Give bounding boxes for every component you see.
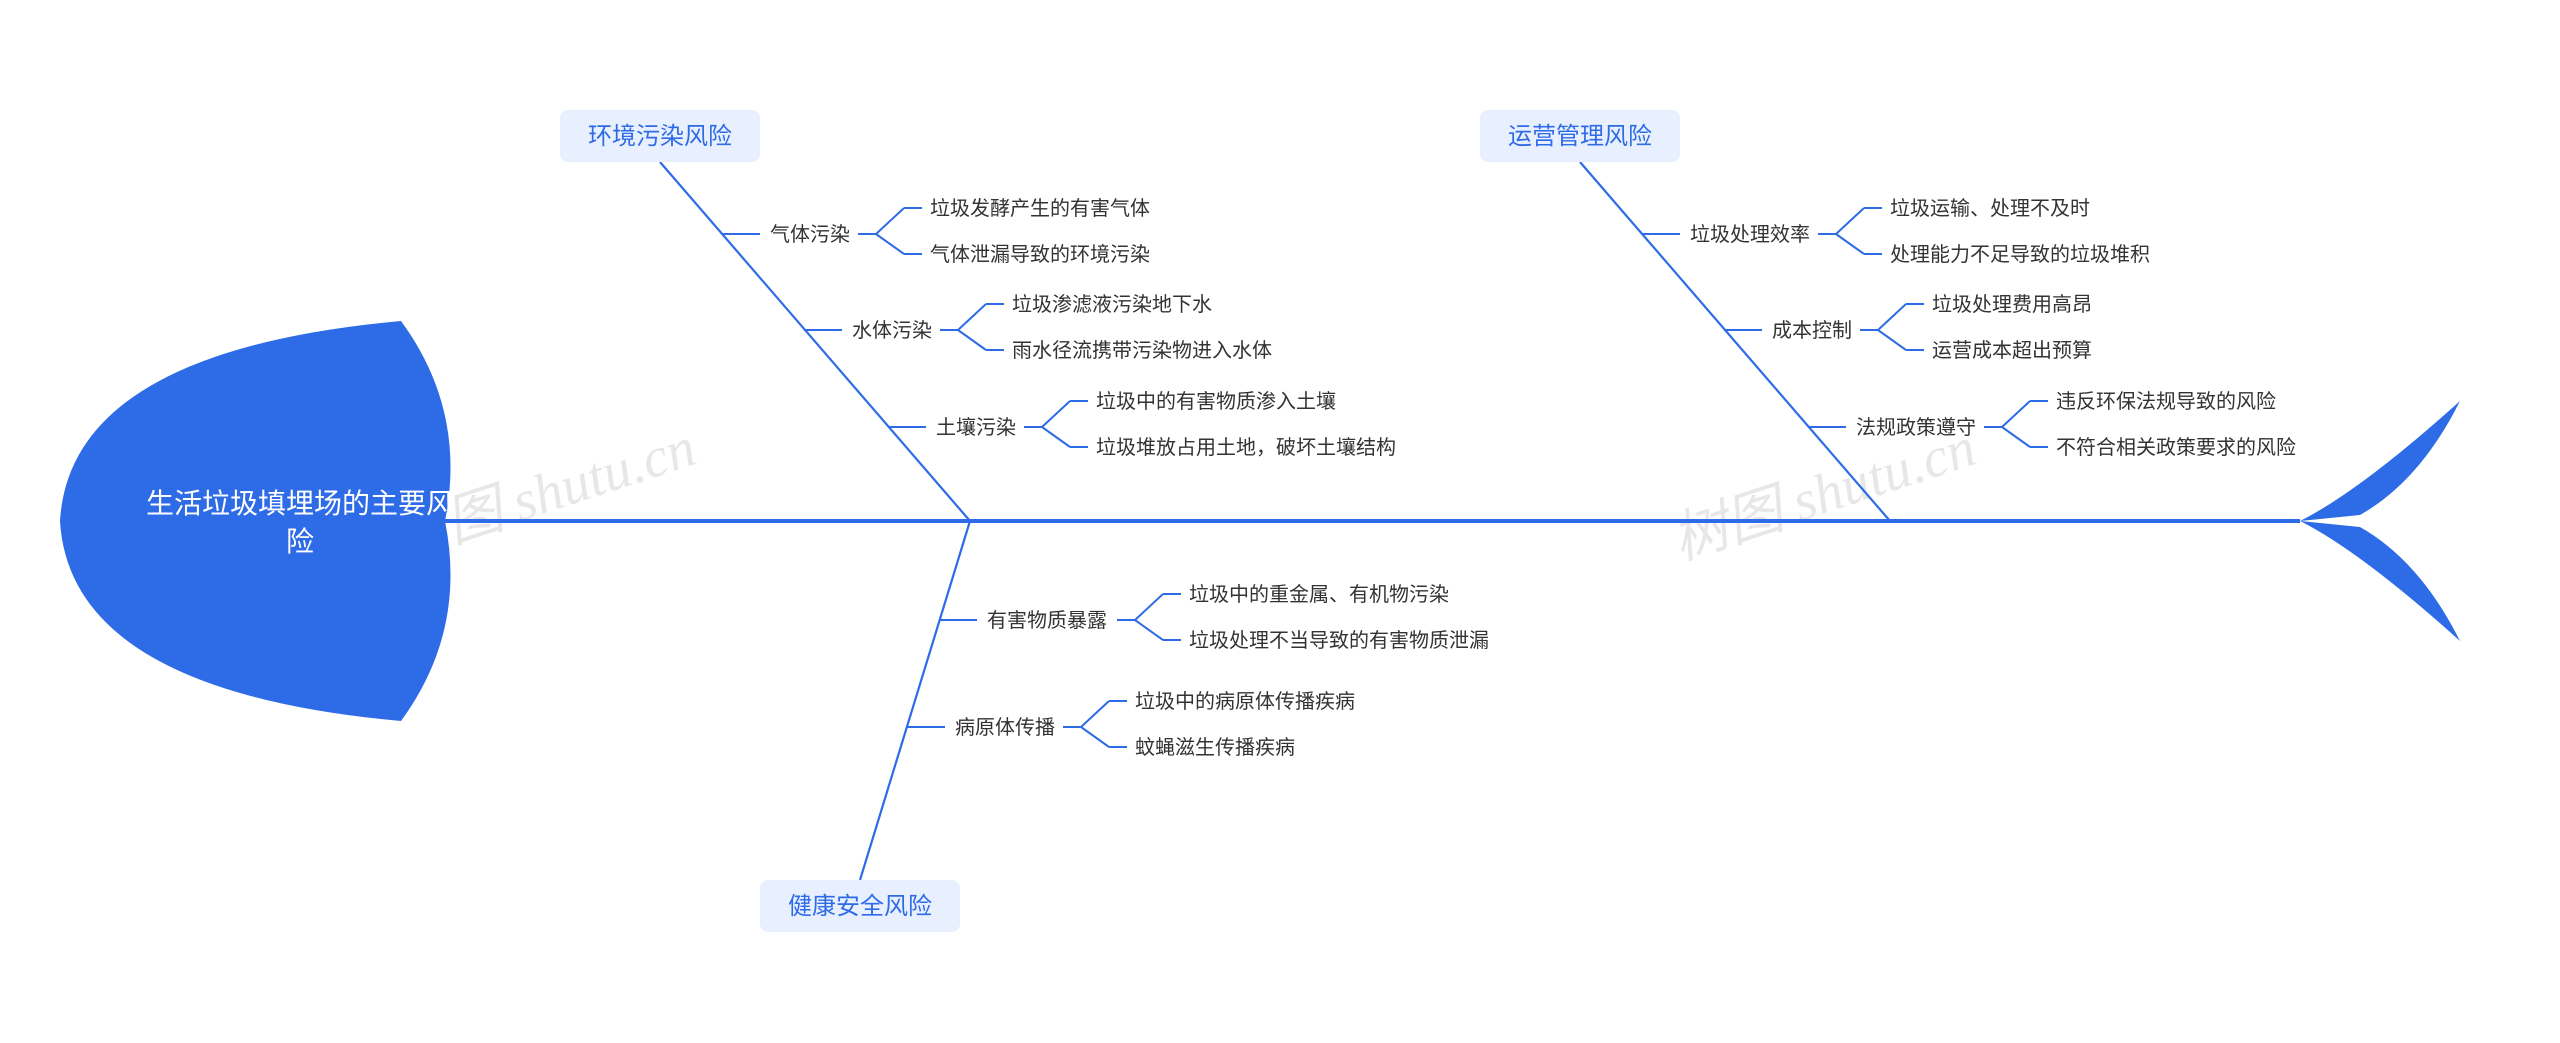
sub-label-exposure: 有害物质暴露 <box>987 609 1107 632</box>
leaf-path-2: 蚊蝇滋生传播疾病 <box>1135 736 1295 759</box>
leaf-reg-1: 违反环保法规导致的风险 <box>2056 390 2276 413</box>
leaf-path-1: 垃圾中的病原体传播疾病 <box>1135 690 1355 713</box>
leaf-soil-2: 垃圾堆放占用土地，破坏土壤结构 <box>1096 436 1396 459</box>
sub-label-soil-pollution: 土壤污染 <box>936 416 1016 439</box>
leaf-cost-2: 运营成本超出预算 <box>1932 339 2092 362</box>
leaf-exp-2: 垃圾处理不当导致的有害物质泄漏 <box>1189 629 1489 652</box>
category-label-health-risk: 健康安全风险 <box>788 893 932 920</box>
head-title-line2: 险 <box>286 526 314 557</box>
head-title-line1: 生活垃圾填埋场的主要风 <box>146 488 454 519</box>
sub-label-pathogen: 病原体传播 <box>955 716 1055 739</box>
leaf-soil-1: 垃圾中的有害物质渗入土壤 <box>1096 390 1336 413</box>
sub-label-reg: 法规政策遵守 <box>1856 416 1976 439</box>
leaf-reg-2: 不符合相关政策要求的风险 <box>2056 436 2296 459</box>
leaf-cost-1: 垃圾处理费用高昂 <box>1932 293 2092 316</box>
leaf-water-1: 垃圾渗滤液污染地下水 <box>1012 293 1212 316</box>
sub-label-cost: 成本控制 <box>1772 319 1852 342</box>
leaf-exp-1: 垃圾中的重金属、有机物污染 <box>1189 583 1449 606</box>
leaf-air-2: 气体泄漏导致的环境污染 <box>930 243 1150 266</box>
category-label-env-risk: 环境污染风险 <box>588 123 732 150</box>
leaf-eff-1: 垃圾运输、处理不及时 <box>1890 197 2090 220</box>
leaf-water-2: 雨水径流携带污染物进入水体 <box>1012 339 1272 362</box>
sub-label-air-pollution: 气体污染 <box>770 223 850 246</box>
leaf-eff-2: 处理能力不足导致的垃圾堆积 <box>1890 243 2150 266</box>
sub-label-water-pollution: 水体污染 <box>852 319 932 342</box>
category-label-ops-risk: 运营管理风险 <box>1508 123 1652 150</box>
sub-label-efficiency: 垃圾处理效率 <box>1690 223 1810 246</box>
fishbone-diagram: 树图 shutu.cn树图 shutu.cn生活垃圾填埋场的主要风险环境污染风险… <box>0 0 2560 1043</box>
leaf-air-1: 垃圾发酵产生的有害气体 <box>930 197 1150 220</box>
